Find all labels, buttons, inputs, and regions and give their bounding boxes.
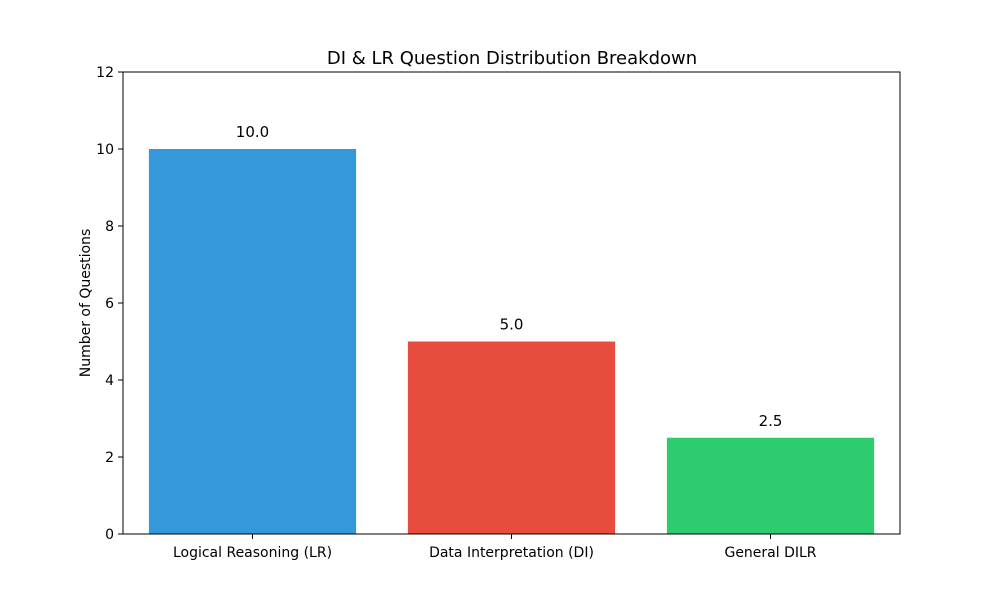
data-label-1: 10.0 bbox=[236, 123, 269, 141]
bar-3 bbox=[666, 437, 875, 534]
y-tick-label-10: 10 bbox=[96, 142, 114, 158]
y-tick-label-12: 12 bbox=[96, 65, 114, 81]
y-tick-label-4: 4 bbox=[105, 373, 114, 389]
data-label-2: 5.0 bbox=[500, 316, 524, 334]
bar-2 bbox=[407, 341, 616, 534]
x-tick-label-3: General DILR bbox=[724, 545, 816, 561]
y-tick-label-6: 6 bbox=[105, 296, 114, 312]
data-label-3: 2.5 bbox=[759, 412, 783, 430]
x-tick-label-2: Data Interpretation (DI) bbox=[429, 545, 594, 561]
y-tick-label-2: 2 bbox=[105, 450, 114, 466]
plot-area: 10.0 Logical Reasoning (LR) 5.0 Data Interp… bbox=[96, 65, 901, 561]
chart-title: DI & LR Question Distribution Breakdown bbox=[327, 48, 697, 69]
plot-frame bbox=[122, 71, 901, 535]
y-tick-label-8: 8 bbox=[105, 219, 114, 235]
y-tick-label-0: 0 bbox=[105, 527, 114, 543]
y-axis-label: Number of Questions bbox=[78, 229, 94, 378]
bar-1 bbox=[148, 149, 357, 534]
x-tick-label-1: Logical Reasoning (LR) bbox=[173, 545, 332, 561]
